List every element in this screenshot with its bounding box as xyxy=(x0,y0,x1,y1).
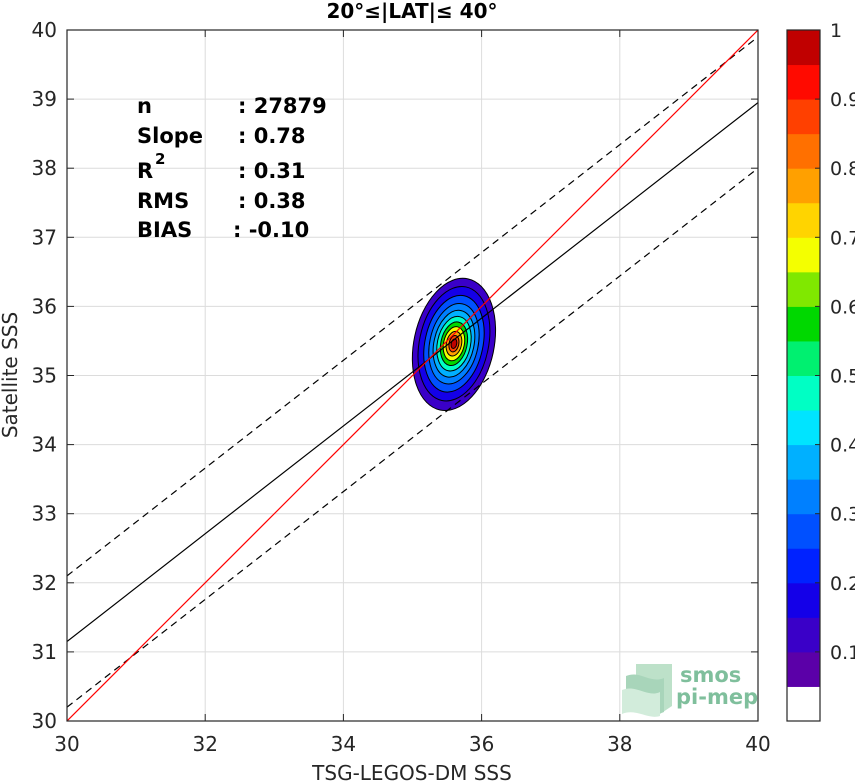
colorbar-band xyxy=(787,133,820,169)
colorbar-band xyxy=(787,237,820,273)
stat-bias-value: : -0.10 xyxy=(233,218,309,242)
colorbar-band xyxy=(787,168,820,204)
y-tick-label: 31 xyxy=(32,640,57,664)
colorbar xyxy=(787,30,820,722)
x-axis-label: TSG-LEGOS-DM SSS xyxy=(311,761,512,784)
fit-upper-dashed-line xyxy=(67,36,758,577)
y-tick-label: 33 xyxy=(32,502,57,526)
colorbar-band xyxy=(787,444,820,480)
colorbar-band xyxy=(787,651,820,687)
colorbar-tick-label: 0.7 xyxy=(830,227,855,249)
stat-r2-label: R xyxy=(137,159,153,183)
x-tick-label: 38 xyxy=(607,732,632,756)
colorbar-band xyxy=(787,513,820,549)
y-tick-label: 32 xyxy=(32,571,57,595)
density-contours xyxy=(411,277,497,411)
colorbar-tick-label: 0.9 xyxy=(830,89,855,111)
identity-line xyxy=(67,30,758,721)
stat-slope-value: : 0.78 xyxy=(238,124,306,148)
colorbar-ticks: 0.1 0.2 0.3 0.4 0.5 0.6 0.7 0.8 0.9 1 xyxy=(815,20,855,664)
y-tick-label: 40 xyxy=(32,18,57,42)
colorbar-tick-label: 1 xyxy=(830,20,842,42)
colorbar-band xyxy=(787,479,820,515)
colorbar-band xyxy=(787,582,820,618)
logo-smos-text: smos xyxy=(680,663,741,687)
x-tick-label: 40 xyxy=(745,732,770,756)
y-tick-label: 34 xyxy=(32,433,57,457)
colorbar-band xyxy=(787,30,820,66)
colorbar-band xyxy=(787,271,820,307)
stat-r2-superscript: 2 xyxy=(155,150,165,168)
y-tick-label: 38 xyxy=(32,156,57,180)
chart-title: 20°≤|LAT|≤ 40° xyxy=(326,0,497,23)
colorbar-band xyxy=(787,617,820,653)
colorbar-tick-label: 0.8 xyxy=(830,158,855,180)
stat-n-value: : 27879 xyxy=(238,94,327,118)
y-tick-label: 39 xyxy=(32,87,57,111)
stat-r2-value: : 0.31 xyxy=(238,159,306,183)
y-tick-label: 36 xyxy=(32,294,57,318)
smos-pimep-logo: smos pi-mep xyxy=(622,663,758,717)
y-tick-label: 35 xyxy=(32,364,57,388)
stat-bias-label: BIAS xyxy=(137,218,192,242)
colorbar-band xyxy=(787,548,820,584)
colorbar-band xyxy=(787,410,820,446)
colorbar-band xyxy=(787,202,820,238)
x-axis-ticks: 30 32 34 36 38 40 xyxy=(54,30,771,756)
colorbar-tick-label: 0.5 xyxy=(830,366,855,388)
stat-n-label: n xyxy=(137,94,152,118)
colorbar-band xyxy=(787,686,820,722)
stats-box: n : 27879 Slope : 0.78 R 2 : 0.31 RMS : … xyxy=(137,94,327,242)
y-axis-label: Satellite SSS xyxy=(0,312,22,438)
colorbar-band xyxy=(787,375,820,411)
colorbar-band xyxy=(787,306,820,342)
colorbar-tick-label: 0.3 xyxy=(830,504,855,526)
regression-lines xyxy=(67,30,758,721)
colorbar-band xyxy=(787,64,820,100)
stat-rms-label: RMS xyxy=(137,189,189,213)
stat-slope-label: Slope xyxy=(137,124,203,148)
x-tick-label: 32 xyxy=(192,732,217,756)
colorbar-band xyxy=(787,340,820,376)
stat-rms-value: : 0.38 xyxy=(238,189,306,213)
colorbar-band xyxy=(787,99,820,135)
colorbar-tick-label: 0.1 xyxy=(830,642,855,664)
colorbar-tick-label: 0.2 xyxy=(830,573,855,595)
colorbar-tick-label: 0.4 xyxy=(830,435,855,457)
logo-pimep-text: pi-mep xyxy=(676,685,758,709)
y-tick-label: 30 xyxy=(32,709,57,733)
colorbar-tick-label: 0.6 xyxy=(830,296,855,318)
y-axis-ticks: 30 31 32 33 34 35 36 37 38 39 40 xyxy=(32,18,758,733)
fit-lower-dashed-line xyxy=(67,167,758,708)
x-tick-label: 36 xyxy=(469,732,494,756)
logo-waves-icon xyxy=(622,664,672,717)
y-tick-label: 37 xyxy=(32,225,57,249)
fit-line xyxy=(67,102,758,643)
x-tick-label: 30 xyxy=(54,732,79,756)
x-tick-label: 34 xyxy=(331,732,356,756)
